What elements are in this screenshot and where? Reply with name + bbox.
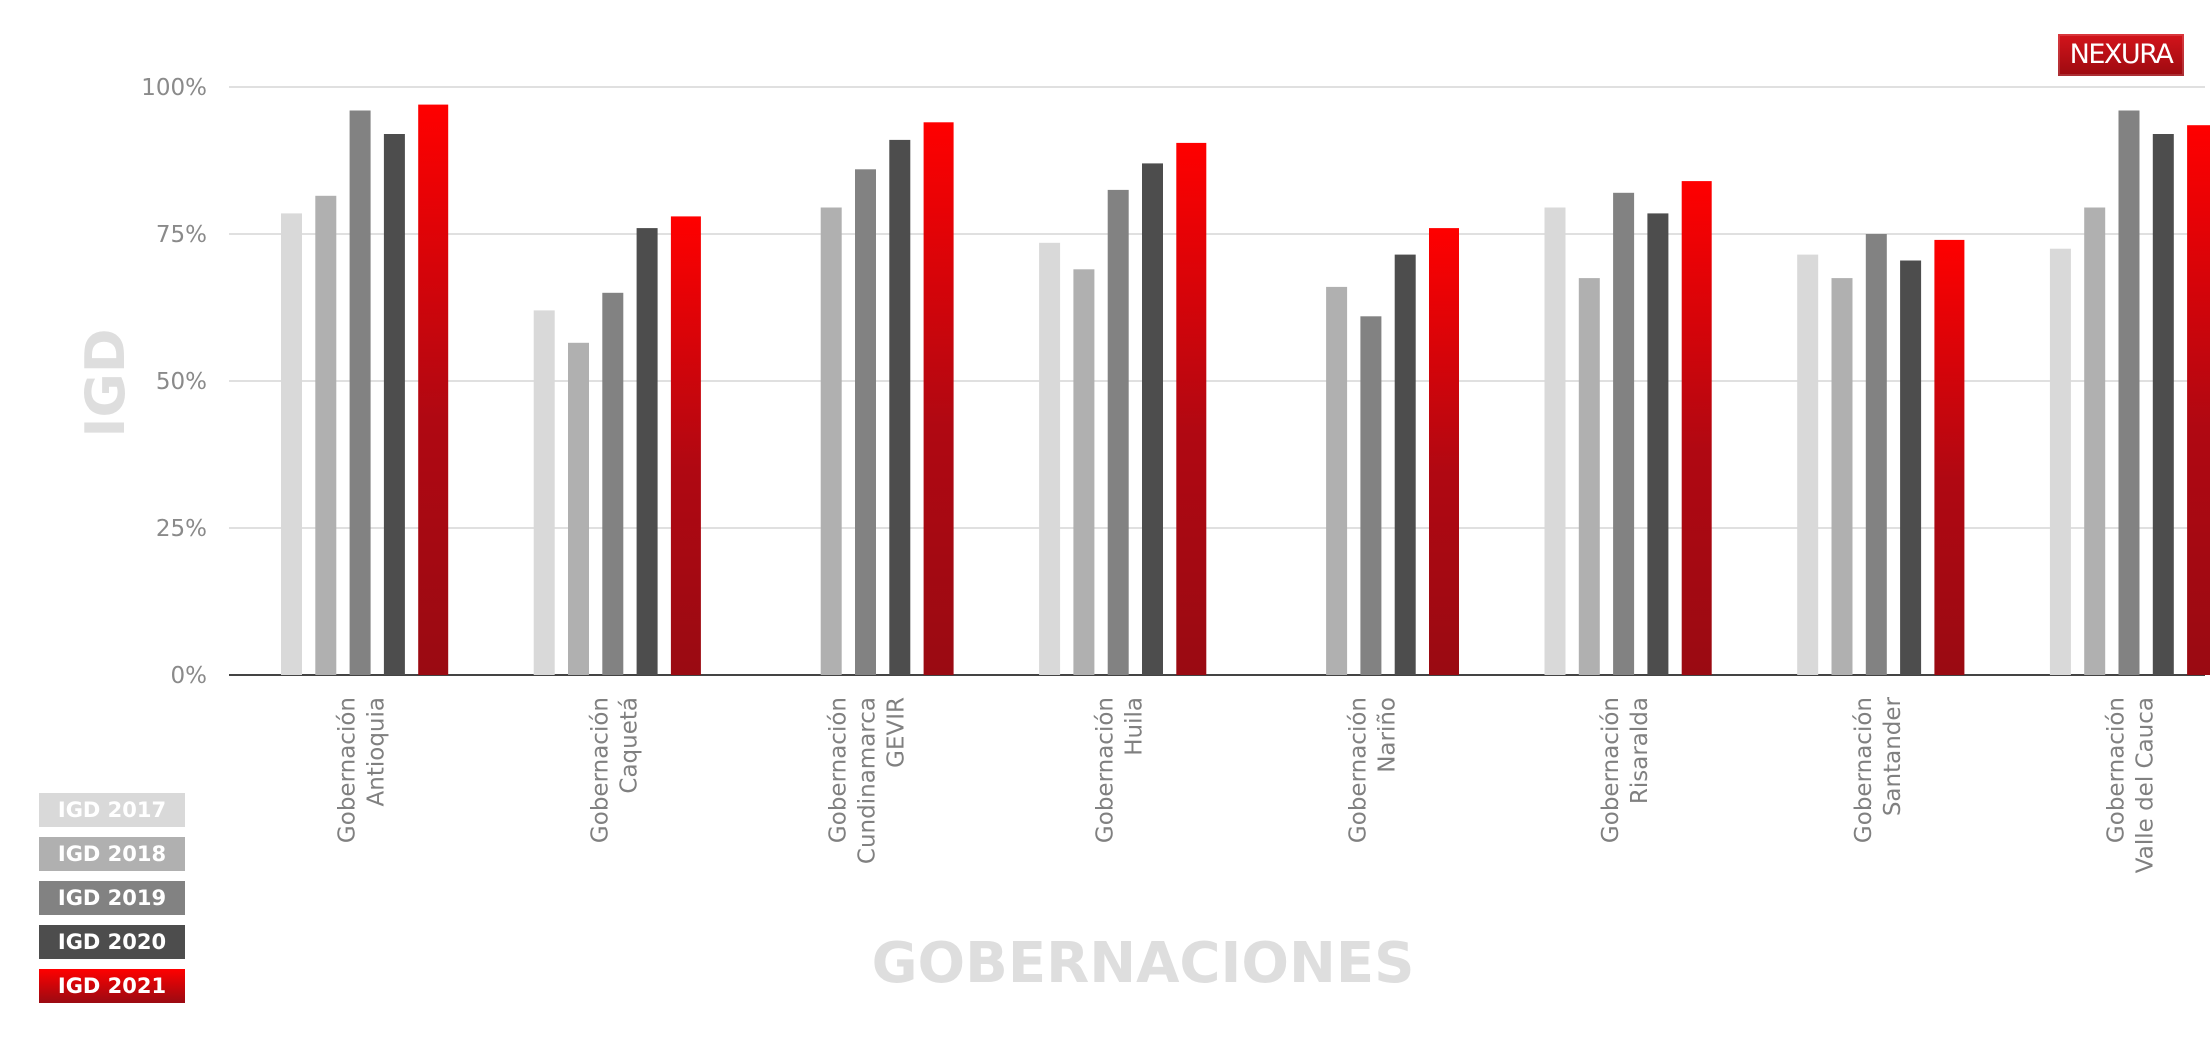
x-tick-label: Gobernación Huila: [1093, 697, 1148, 843]
y-tick-label: 75%: [156, 222, 207, 248]
bar: [383, 134, 405, 675]
x-tick-label-line: Gobernación: [1598, 697, 1624, 843]
bar: [1934, 239, 1965, 675]
x-tick-label-line: Gobernación: [1345, 697, 1371, 843]
legend-item: IGD 2021: [39, 969, 185, 1003]
x-tick-label-line: Risaralda: [1627, 697, 1653, 804]
bar: [418, 104, 449, 676]
bar: [2152, 134, 2174, 675]
x-tick-label-line: Gobernación: [1851, 697, 1877, 843]
y-tick-labels: 0% 25% 50% 75% 100%: [141, 75, 207, 689]
x-tick-label-line: Valle del Cauca: [2133, 697, 2159, 873]
bar: [670, 216, 701, 675]
legend-item: IGD 2017: [39, 793, 185, 827]
y-axis-title: IGD: [74, 328, 137, 437]
bar: [1865, 234, 1887, 675]
bar: [1176, 142, 1207, 675]
bar: [636, 228, 658, 675]
bar: [1039, 242, 1061, 676]
bar: [1326, 286, 1348, 675]
y-tick-label: 50%: [156, 369, 207, 395]
bar: [1107, 189, 1129, 675]
y-tick-label: 100%: [141, 75, 207, 101]
bar: [1073, 269, 1095, 675]
x-tick-label-line: Huila: [1122, 697, 1148, 756]
x-tick-label: Gobernación Cundinamarca GEVIR: [826, 697, 910, 864]
x-tick-label: Gobernación Santander: [1851, 696, 1906, 843]
bar: [315, 195, 337, 676]
bar: [923, 122, 954, 676]
bar: [1544, 207, 1566, 675]
bar: [1613, 192, 1635, 676]
bar: [1647, 213, 1669, 675]
bar: [2049, 248, 2071, 675]
bar: [889, 139, 911, 675]
bars: [281, 104, 2210, 676]
x-tick-label-line: GEVIR: [884, 697, 910, 768]
y-tick-label: 25%: [156, 516, 207, 542]
bar: [820, 207, 842, 675]
bar: [2084, 207, 2106, 675]
legend-item: IGD 2019: [39, 881, 185, 915]
bar: [1429, 228, 1459, 675]
bar: [602, 292, 624, 675]
bar: [1578, 278, 1600, 675]
x-tick-label: Gobernación Antioquia: [335, 697, 390, 843]
x-tick-label-line: Gobernación: [335, 697, 361, 843]
bar: [1142, 163, 1163, 675]
x-tick-labels: Gobernación Antioquia Gobernación Caquetá Go…: [335, 696, 2159, 873]
bar: [1394, 254, 1416, 675]
x-tick-label-line: Santander: [1880, 696, 1906, 816]
x-tick-label-line: Antioquia: [364, 697, 390, 806]
x-tick-label-line: Gobernación: [2104, 697, 2130, 843]
y-tick-label: 0%: [171, 663, 208, 689]
x-tick-label-line: Gobernación: [1093, 697, 1119, 843]
bar: [533, 310, 555, 675]
bar: [1681, 181, 1712, 675]
x-tick-label-line: Gobernación: [587, 697, 613, 843]
bar: [349, 110, 371, 675]
legend: IGD 2017 IGD 2018 IGD 2019 IGD 2020 IGD 2021: [39, 793, 185, 1013]
x-tick-label: Gobernación Valle del Cauca: [2104, 697, 2159, 873]
x-tick-label: Gobernación Nariño: [1345, 697, 1400, 843]
bar: [855, 169, 876, 676]
nexura-logo: NEXURA: [2058, 34, 2184, 76]
legend-item: IGD 2020: [39, 925, 185, 959]
x-axis-title: GOBERNACIONES: [872, 931, 1415, 996]
x-tick-label-line: Cundinamarca: [855, 697, 881, 864]
bar: [1831, 278, 1853, 675]
bar: [568, 342, 589, 675]
bar: [2118, 110, 2140, 675]
x-tick-label: Gobernación Caquetá: [587, 697, 642, 843]
x-tick-label-line: Gobernación: [826, 697, 852, 843]
bar: [1797, 254, 1819, 675]
x-tick-label-line: Caquetá: [616, 697, 642, 794]
legend-item: IGD 2018: [39, 837, 185, 871]
bar: [1360, 316, 1382, 675]
bar: [281, 213, 302, 675]
bar: [2187, 125, 2210, 675]
bar: [1900, 260, 1922, 675]
x-tick-label-line: Nariño: [1374, 697, 1400, 773]
x-tick-label: Gobernación Risaralda: [1598, 697, 1653, 843]
